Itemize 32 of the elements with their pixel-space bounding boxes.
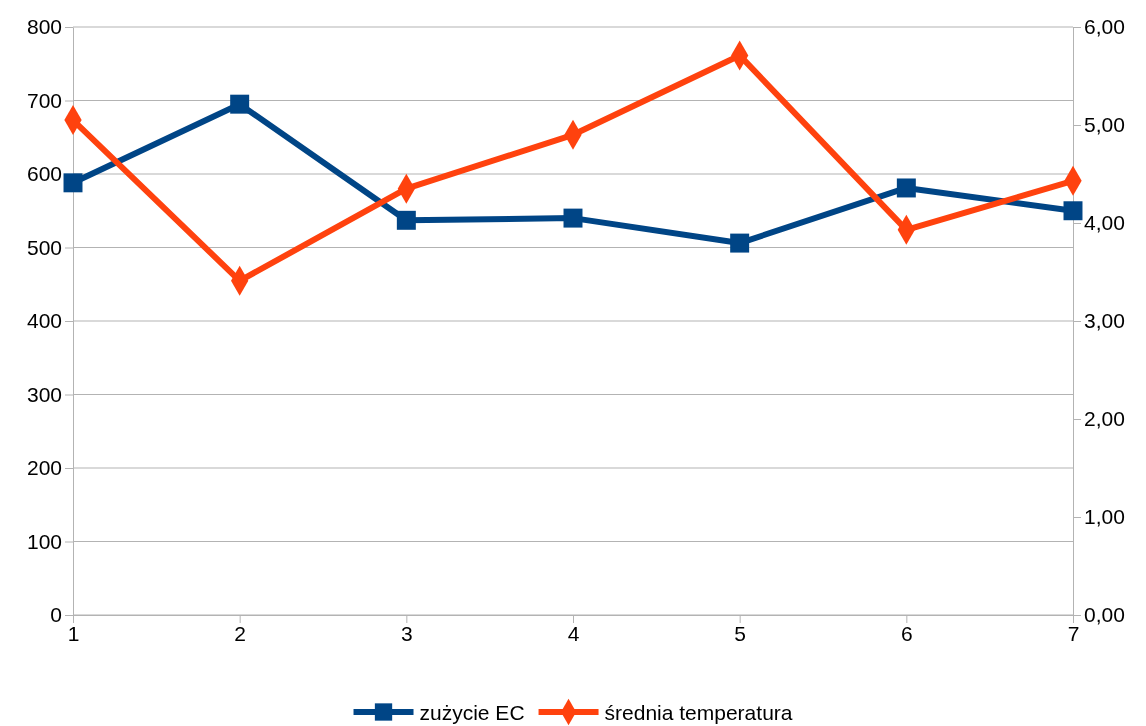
y-tick-label: 200 [26,456,62,480]
point [63,173,83,193]
x-tick-label: 3 [400,621,413,645]
y2-tick-label: 2,00 [1084,407,1125,431]
point [396,210,416,230]
y-tick-label: 100 [26,529,62,553]
y2-tick-label: 0,00 [1084,603,1125,627]
y2-tick-label: 1,00 [1084,505,1125,529]
x-tick-label: 7 [1067,621,1080,645]
point [730,233,750,253]
y-tick-label: 0 [50,603,62,627]
point [1063,201,1083,221]
x-tick-label: 6 [900,621,913,645]
point [230,94,250,114]
legend-label: średnia temperatura [604,701,793,724]
y-tick-label: 500 [26,235,62,259]
y-tick-label: 800 [26,15,62,39]
y2-tick-label: 3,00 [1084,309,1125,333]
legend-label: zużycie EC [419,701,525,724]
point [896,178,916,198]
point [563,208,583,228]
x-tick-label: 2 [234,621,247,645]
y2-tick-label: 4,00 [1084,211,1125,235]
y2-tick-label: 5,00 [1084,113,1125,137]
x-tick-label: 1 [67,621,80,645]
y2-tick-label: 6,00 [1084,15,1125,39]
y-tick-label: 700 [26,88,62,112]
x-tick-label: 4 [567,621,580,645]
x-tick-label: 5 [734,621,747,645]
y-tick-label: 400 [26,309,62,333]
y-tick-label: 600 [26,162,62,186]
y-tick-label: 300 [26,382,62,406]
